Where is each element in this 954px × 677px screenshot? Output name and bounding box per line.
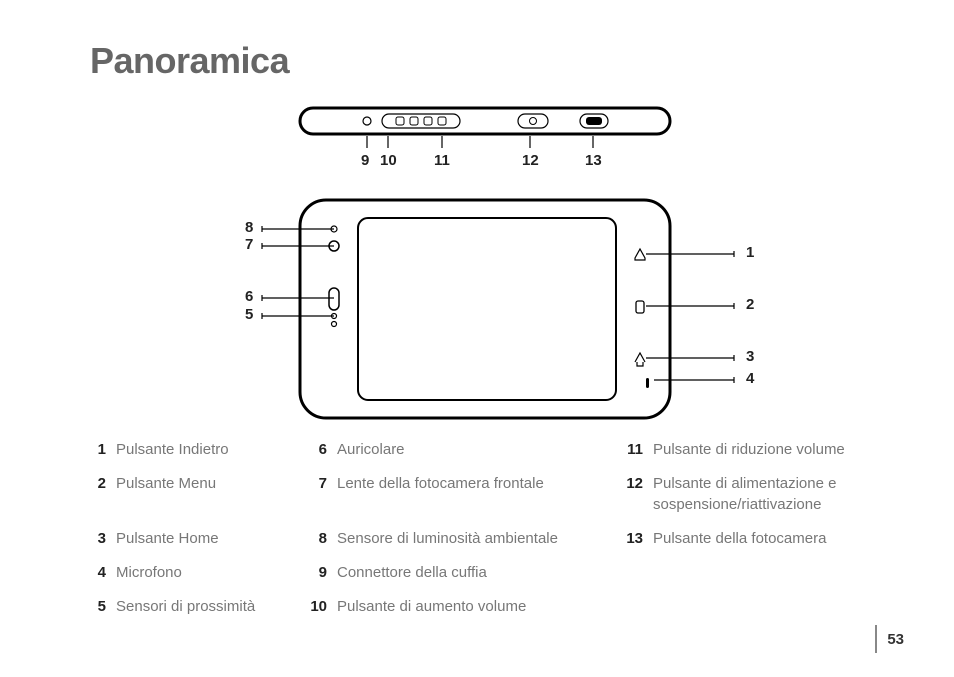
- diagram-callout-number: 10: [380, 152, 397, 169]
- legend-label: Auricolare: [337, 440, 617, 460]
- legend-label: [653, 563, 894, 583]
- legend-number: [623, 563, 647, 583]
- legend-label: Pulsante di aumento volume: [337, 597, 617, 617]
- legend-number: 5: [90, 597, 110, 617]
- page-number: 53: [887, 631, 904, 648]
- legend-label: Microfono: [116, 563, 301, 583]
- legend-label: Pulsante Menu: [116, 474, 301, 515]
- page-title: Panoramica: [90, 40, 894, 82]
- legend-number: 6: [307, 440, 331, 460]
- diagram-callout-number: 9: [361, 152, 369, 169]
- diagram-callout-number: 8: [245, 219, 253, 236]
- legend-label: Pulsante Indietro: [116, 440, 301, 460]
- legend-label: Pulsante Home: [116, 529, 301, 549]
- legend-number: 11: [623, 440, 647, 460]
- diagram-callout-number: 2: [746, 296, 754, 313]
- legend-table: 1 Pulsante Indietro 6 Auricolare 11 Pulsante …: [90, 440, 894, 618]
- diagram-callout-number: 3: [746, 348, 754, 365]
- legend-label: Pulsante di riduzione volume: [653, 440, 894, 460]
- legend-label: [653, 597, 894, 617]
- legend-number: 12: [623, 474, 647, 515]
- legend-number: 4: [90, 563, 110, 583]
- diagram-svg: [90, 100, 890, 430]
- legend-label: Connettore della cuffia: [337, 563, 617, 583]
- legend-label: Pulsante di alimentazione e sospensione/…: [653, 474, 894, 515]
- legend-label: Lente della fotocamera frontale: [337, 474, 617, 515]
- diagram-callout-number: 13: [585, 152, 602, 169]
- diagram-callout-number: 1: [746, 244, 754, 261]
- diagram-callout-number: 12: [522, 152, 539, 169]
- document-page: Panoramica 91011121387651234 1Pulsante I…: [0, 0, 954, 677]
- diagram-callout-number: 11: [434, 152, 450, 169]
- legend-label: Sensori di prossimità: [116, 597, 301, 617]
- legend-label: Pulsante della fotocamera: [653, 529, 894, 549]
- legend-number: 13: [623, 529, 647, 549]
- legend-label: Sensore di luminosità ambientale: [337, 529, 617, 549]
- page-number-divider: [875, 625, 877, 653]
- legend-number: [623, 597, 647, 617]
- legend-number: 2: [90, 474, 110, 515]
- page-number-wrap: 53: [875, 625, 904, 653]
- legend-number: 9: [307, 563, 331, 583]
- legend-number: 1: [90, 440, 110, 460]
- diagram-callout-number: 4: [746, 370, 754, 387]
- device-diagram: 91011121387651234: [90, 100, 894, 420]
- diagram-callout-number: 6: [245, 288, 253, 305]
- legend-number: 10: [307, 597, 331, 617]
- legend-number: 3: [90, 529, 110, 549]
- legend-number: 7: [307, 474, 331, 515]
- diagram-callout-number: 7: [245, 236, 253, 253]
- diagram-callout-number: 5: [245, 306, 253, 323]
- legend-number: 8: [307, 529, 331, 549]
